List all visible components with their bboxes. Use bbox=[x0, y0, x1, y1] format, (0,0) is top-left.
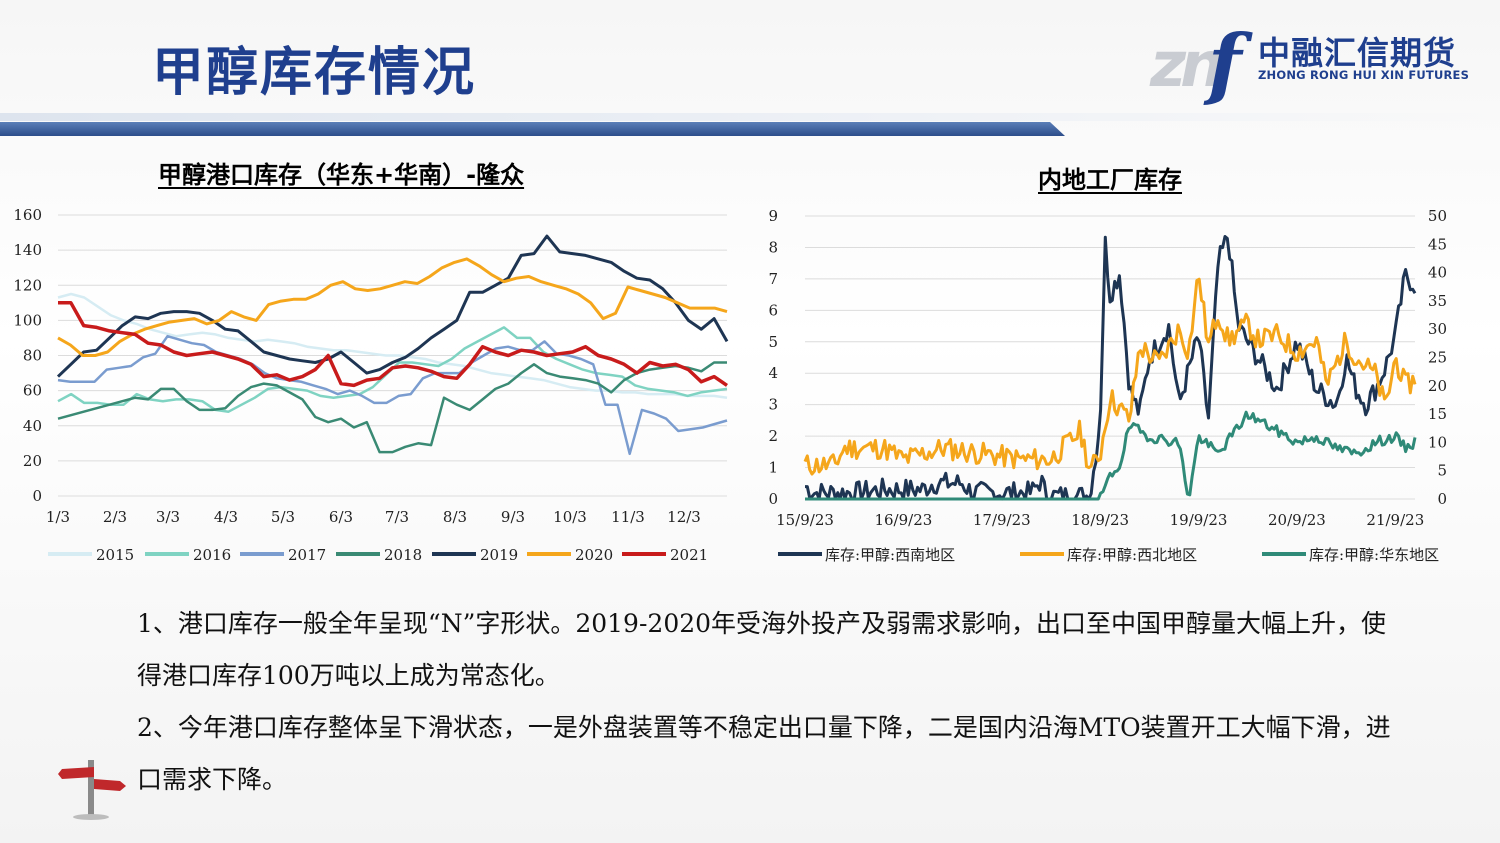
x-tick-label: 20/9/23 bbox=[1268, 511, 1326, 529]
signpost-icon bbox=[58, 760, 126, 820]
legend-label: 库存:甲醇:西南地区 bbox=[825, 546, 955, 564]
y-right-tick-label: 10 bbox=[1428, 433, 1447, 451]
chart1-title: 甲醇港口库存（华东+华南）-隆众 bbox=[158, 161, 525, 189]
notes: 1、港口库存一般全年呈现“N”字形状。2019-2020年受海外投产及弱需求影响… bbox=[137, 598, 1407, 806]
x-tick-label: 18/9/23 bbox=[1071, 511, 1129, 529]
x-tick-label: 1/3 bbox=[46, 508, 70, 526]
y-right-tick-label: 30 bbox=[1428, 320, 1447, 338]
legend-label: 2021 bbox=[670, 546, 708, 564]
y-left-tick-label: 0 bbox=[768, 490, 778, 508]
x-tick-label: 2/3 bbox=[103, 508, 127, 526]
y-tick-label: 20 bbox=[23, 452, 42, 470]
y-left-tick-label: 7 bbox=[768, 270, 778, 288]
y-left-tick-label: 8 bbox=[768, 238, 778, 256]
legend-label: 2017 bbox=[288, 546, 326, 564]
legend-label: 2020 bbox=[575, 546, 613, 564]
company-logo: zn f 中融汇信期货 ZHONG RONG HUI XIN FUTURES bbox=[1150, 18, 1469, 109]
x-tick-label: 19/9/23 bbox=[1170, 511, 1228, 529]
series-line-2017 bbox=[57, 334, 728, 456]
y-right-tick-label: 35 bbox=[1428, 292, 1447, 310]
y-tick-label: 40 bbox=[23, 417, 42, 435]
y-right-tick-label: 40 bbox=[1428, 264, 1447, 282]
legend-label: 2016 bbox=[193, 546, 231, 564]
legend-label: 2015 bbox=[96, 546, 134, 564]
y-tick-label: 60 bbox=[23, 382, 42, 400]
series-line-2021 bbox=[58, 301, 728, 388]
series-line-left bbox=[805, 235, 1417, 501]
logo-name-cn: 中融汇信期货 bbox=[1258, 34, 1457, 72]
series-line-2015 bbox=[57, 292, 728, 399]
note-1: 1、港口库存一般全年呈现“N”字形状。2019-2020年受海外投产及弱需求影响… bbox=[137, 609, 1387, 690]
y-left-tick-label: 5 bbox=[768, 333, 778, 351]
logo-f: f bbox=[1208, 18, 1242, 109]
x-tick-label: 7/3 bbox=[385, 508, 409, 526]
logo-mark: zn bbox=[1150, 28, 1224, 101]
x-tick-label: 15/9/23 bbox=[776, 511, 834, 529]
logo-name-en: ZHONG RONG HUI XIN FUTURES bbox=[1258, 68, 1470, 82]
series-line-right bbox=[805, 410, 1417, 501]
x-tick-label: 12/3 bbox=[667, 508, 701, 526]
x-tick-label: 9/3 bbox=[501, 508, 525, 526]
y-right-tick-label: 25 bbox=[1428, 349, 1447, 367]
x-tick-label: 16/9/23 bbox=[874, 511, 932, 529]
x-tick-label: 8/3 bbox=[443, 508, 467, 526]
legend-label: 2018 bbox=[384, 546, 422, 564]
y-tick-label: 80 bbox=[23, 347, 42, 365]
legend-label: 库存:甲醇:西北地区 bbox=[1067, 546, 1197, 564]
header-divider-light bbox=[0, 113, 1500, 121]
y-right-tick-label: 45 bbox=[1428, 235, 1447, 253]
y-tick-label: 0 bbox=[32, 487, 42, 505]
y-left-tick-label: 3 bbox=[768, 396, 778, 414]
y-right-tick-label: 5 bbox=[1437, 462, 1447, 480]
x-tick-label: 4/3 bbox=[214, 508, 238, 526]
chart2-title: 内地工厂库存 bbox=[1038, 166, 1182, 194]
x-tick-label: 11/3 bbox=[611, 508, 645, 526]
x-tick-label: 17/9/23 bbox=[973, 511, 1031, 529]
y-left-tick-label: 6 bbox=[768, 301, 778, 319]
y-left-tick-label: 4 bbox=[768, 364, 778, 382]
x-tick-label: 10/3 bbox=[553, 508, 587, 526]
page-title: 甲醇库存情况 bbox=[152, 43, 477, 103]
y-left-tick-label: 9 bbox=[768, 207, 778, 225]
y-right-tick-label: 50 bbox=[1428, 207, 1447, 225]
y-tick-label: 120 bbox=[13, 276, 42, 294]
x-tick-label: 3/3 bbox=[156, 508, 180, 526]
series-line-2019 bbox=[56, 234, 729, 378]
y-tick-label: 160 bbox=[13, 206, 42, 224]
header: 甲醇库存情况 zn f 中融汇信期货 ZHONG RONG HUI XIN FU… bbox=[0, 0, 1500, 140]
series-line-2018 bbox=[57, 361, 727, 454]
y-tick-label: 100 bbox=[13, 311, 42, 329]
legend-label: 2019 bbox=[480, 546, 518, 564]
x-tick-label: 5/3 bbox=[271, 508, 295, 526]
series-line-right bbox=[803, 277, 1417, 476]
x-tick-label: 6/3 bbox=[329, 508, 353, 526]
y-left-tick-label: 2 bbox=[768, 427, 778, 445]
header-divider-bar bbox=[0, 122, 1065, 136]
port-inventory-chart: 0 20 40 60 80 100 120 140 160 1/3 2/3 3/3 4/3 5/3 6/3 7… bbox=[13, 206, 729, 564]
y-tick-label: 140 bbox=[13, 241, 42, 259]
x-tick-label: 21/9/23 bbox=[1366, 511, 1424, 529]
y-right-tick-label: 0 bbox=[1437, 490, 1447, 508]
y-left-tick-label: 1 bbox=[768, 459, 778, 477]
y-right-tick-label: 15 bbox=[1428, 405, 1447, 423]
y-right-tick-label: 20 bbox=[1428, 377, 1447, 395]
legend-label: 库存:甲醇:华东地区 bbox=[1309, 546, 1439, 564]
series-line-2020 bbox=[57, 257, 728, 357]
note-2: 2、今年港口库存整体呈下滑状态，一是外盘装置等不稳定出口量下降，二是国内沿海MT… bbox=[137, 713, 1391, 794]
